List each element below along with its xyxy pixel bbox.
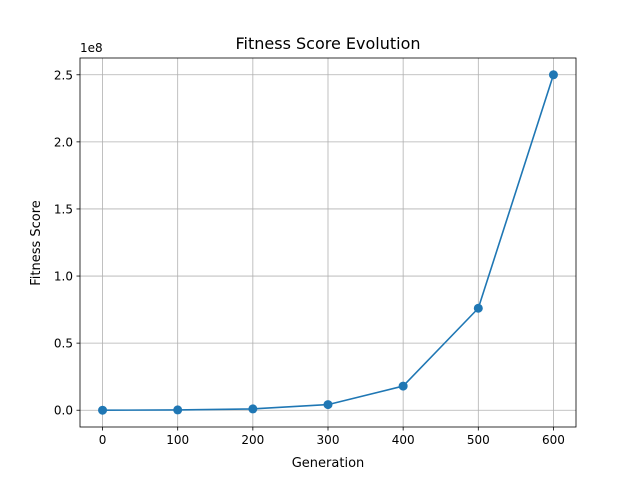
y-tick-label: 1.5 <box>54 202 73 216</box>
data-point <box>173 405 183 415</box>
chart-title: Fitness Score Evolution <box>236 34 421 53</box>
y-axis-label: Fitness Score <box>29 200 44 286</box>
x-axis-label: Generation <box>292 456 365 471</box>
x-axis-ticks: 0 100 200 300 400 500 600 <box>99 427 565 447</box>
x-tick-label: 500 <box>467 433 490 447</box>
y-tick-label: 2.5 <box>54 68 73 82</box>
grid-lines <box>80 58 576 427</box>
x-tick-label: 600 <box>542 433 565 447</box>
x-tick-label: 300 <box>317 433 340 447</box>
data-point <box>248 404 258 414</box>
data-point <box>398 381 408 391</box>
x-tick-label: 400 <box>392 433 415 447</box>
x-tick-label: 100 <box>166 433 189 447</box>
y-tick-label: 0.0 <box>54 404 73 418</box>
data-point <box>473 303 483 313</box>
data-series <box>98 70 558 415</box>
y-axis-ticks: 0.0 0.5 1.0 1.5 2.0 2.5 <box>54 68 80 418</box>
x-tick-label: 200 <box>241 433 264 447</box>
y-tick-label: 0.5 <box>54 337 73 351</box>
data-point <box>98 405 108 415</box>
data-point <box>323 400 333 410</box>
y-tick-label: 2.0 <box>54 135 73 149</box>
x-tick-label: 0 <box>99 433 107 447</box>
y-tick-label: 1.0 <box>54 270 73 284</box>
y-axis-offset-label: 1e8 <box>80 41 103 55</box>
data-point <box>548 70 558 80</box>
